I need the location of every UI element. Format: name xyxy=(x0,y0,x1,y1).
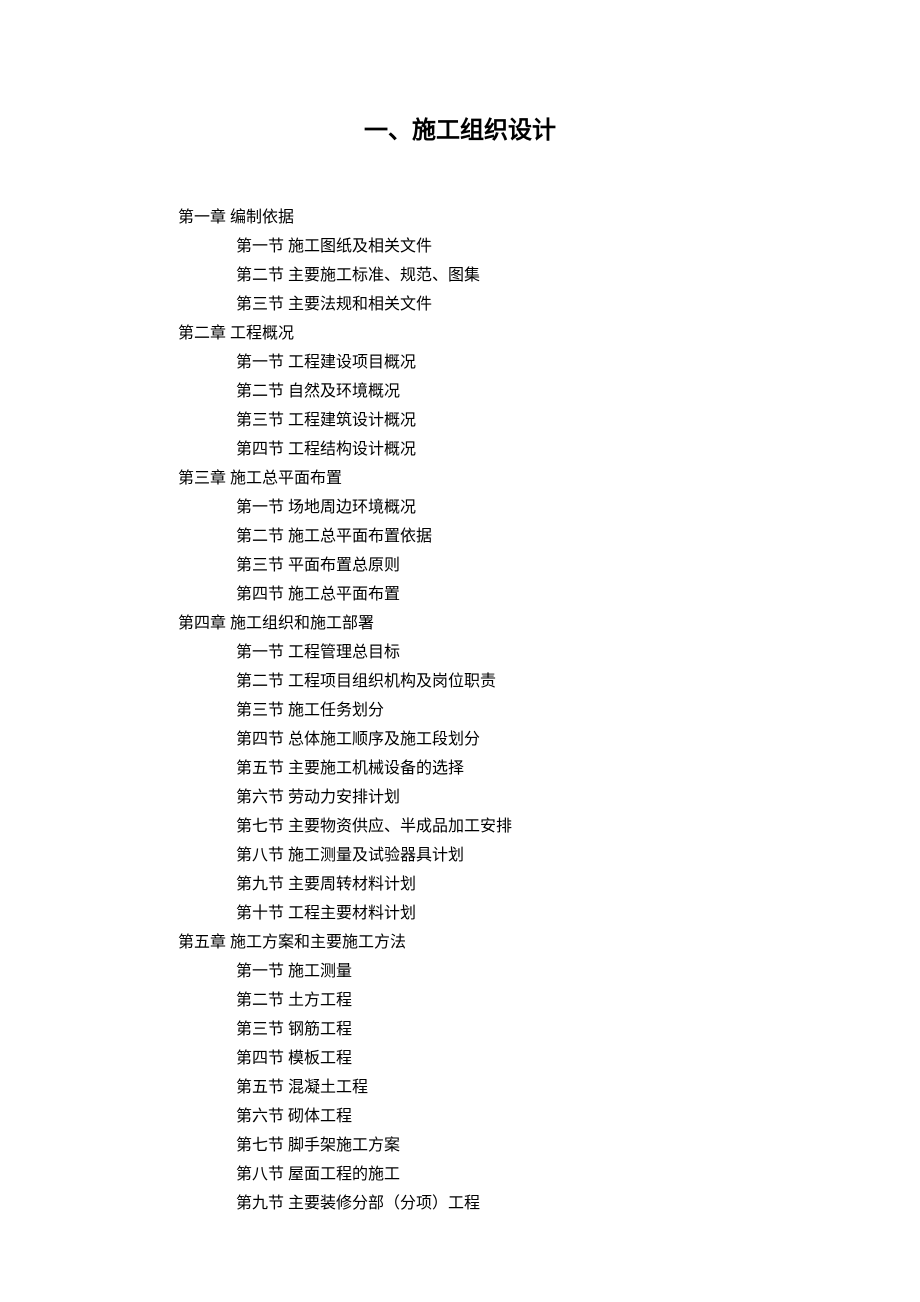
section-item: 第九节 主要装修分部（分项）工程 xyxy=(178,1189,820,1218)
section-item: 第二节 土方工程 xyxy=(178,986,820,1015)
section-item: 第九节 主要周转材料计划 xyxy=(178,870,820,899)
section-item: 第八节 施工测量及试验器具计划 xyxy=(178,841,820,870)
chapter-heading: 第五章 施工方案和主要施工方法 xyxy=(178,928,820,957)
section-item: 第一节 工程建设项目概况 xyxy=(178,348,820,377)
section-item: 第四节 模板工程 xyxy=(178,1044,820,1073)
section-item: 第一节 场地周边环境概况 xyxy=(178,493,820,522)
section-item: 第二节 自然及环境概况 xyxy=(178,377,820,406)
section-item: 第八节 屋面工程的施工 xyxy=(178,1160,820,1189)
section-item: 第四节 总体施工顺序及施工段划分 xyxy=(178,725,820,754)
section-item: 第一节 施工图纸及相关文件 xyxy=(178,232,820,261)
chapter-heading: 第三章 施工总平面布置 xyxy=(178,464,820,493)
section-item: 第五节 混凝土工程 xyxy=(178,1073,820,1102)
section-item: 第二节 工程项目组织机构及岗位职责 xyxy=(178,667,820,696)
chapter-heading: 第一章 编制依据 xyxy=(178,203,820,232)
section-item: 第三节 施工任务划分 xyxy=(178,696,820,725)
section-item: 第五节 主要施工机械设备的选择 xyxy=(178,754,820,783)
section-item: 第十节 工程主要材料计划 xyxy=(178,899,820,928)
section-item: 第二节 施工总平面布置依据 xyxy=(178,522,820,551)
section-item: 第七节 主要物资供应、半成品加工安排 xyxy=(178,812,820,841)
section-item: 第七节 脚手架施工方案 xyxy=(178,1131,820,1160)
section-item: 第三节 平面布置总原则 xyxy=(178,551,820,580)
section-item: 第一节 施工测量 xyxy=(178,957,820,986)
section-item: 第一节 工程管理总目标 xyxy=(178,638,820,667)
section-item: 第三节 主要法规和相关文件 xyxy=(178,290,820,319)
section-item: 第四节 工程结构设计概况 xyxy=(178,435,820,464)
section-item: 第六节 砌体工程 xyxy=(178,1102,820,1131)
section-item: 第三节 工程建筑设计概况 xyxy=(178,406,820,435)
chapter-heading: 第四章 施工组织和施工部署 xyxy=(178,609,820,638)
toc-container: 第一章 编制依据 第一节 施工图纸及相关文件 第二节 主要施工标准、规范、图集 … xyxy=(178,203,820,1218)
section-item: 第三节 钢筋工程 xyxy=(178,1015,820,1044)
document-title: 一、施工组织设计 xyxy=(100,110,820,145)
section-item: 第六节 劳动力安排计划 xyxy=(178,783,820,812)
section-item: 第二节 主要施工标准、规范、图集 xyxy=(178,261,820,290)
chapter-heading: 第二章 工程概况 xyxy=(178,319,820,348)
section-item: 第四节 施工总平面布置 xyxy=(178,580,820,609)
